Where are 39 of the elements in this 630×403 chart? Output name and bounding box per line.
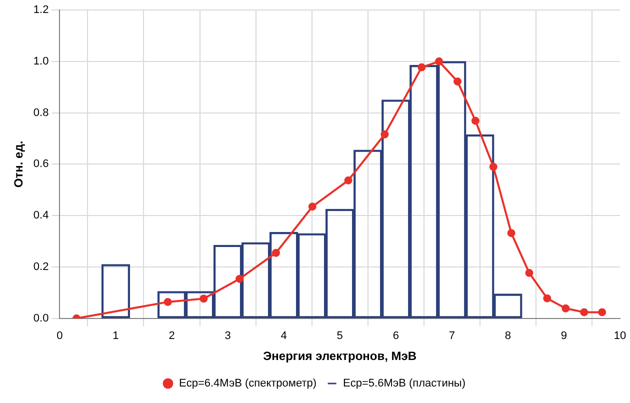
point bbox=[507, 229, 516, 238]
x-tick-label: 5 bbox=[336, 330, 343, 342]
point bbox=[418, 63, 426, 72]
x-tick-label: 2 bbox=[168, 330, 175, 342]
y-tick-label: 0.4 bbox=[33, 210, 49, 222]
point bbox=[580, 308, 588, 316]
x-tick-label: 9 bbox=[560, 330, 568, 342]
point bbox=[435, 57, 444, 66]
point bbox=[308, 202, 316, 211]
y-tick-label: 1.0 bbox=[33, 55, 49, 68]
y-tick-label: 0.6 bbox=[33, 158, 49, 170]
point bbox=[272, 248, 280, 257]
point bbox=[525, 268, 534, 277]
legend-label: Eср=5.6МэВ (пластины) bbox=[343, 378, 466, 390]
point bbox=[598, 308, 606, 316]
x-tick-label: 7 bbox=[448, 330, 455, 342]
point bbox=[344, 176, 352, 184]
x-tick-label: 0 bbox=[56, 330, 63, 342]
x-tick-label: 4 bbox=[280, 330, 287, 342]
point bbox=[454, 77, 462, 86]
x-tick-label: 3 bbox=[224, 330, 231, 342]
legend-label: Eср=6.4МэВ (спектрометр) bbox=[179, 378, 317, 390]
point bbox=[236, 274, 244, 283]
point bbox=[543, 294, 552, 302]
point bbox=[380, 130, 389, 138]
point bbox=[489, 162, 498, 171]
y-tick-label: 0.8 bbox=[33, 106, 49, 119]
point bbox=[200, 294, 208, 303]
x-axis-title: Энергия электронов, МэВ bbox=[263, 349, 417, 364]
x-tick-label: 10 bbox=[614, 330, 626, 342]
y-axis-title: Отн. ед. bbox=[12, 140, 26, 188]
y-tick-label: 0.0 bbox=[33, 312, 49, 324]
point bbox=[471, 116, 480, 125]
x-tick-label: 6 bbox=[392, 330, 399, 342]
y-tick-label: 0.2 bbox=[33, 261, 49, 274]
x-tick-label: 1 bbox=[112, 330, 119, 342]
x-tick-label: 8 bbox=[504, 330, 511, 342]
y-tick-label: 1.2 bbox=[33, 4, 49, 16]
point bbox=[562, 304, 570, 312]
